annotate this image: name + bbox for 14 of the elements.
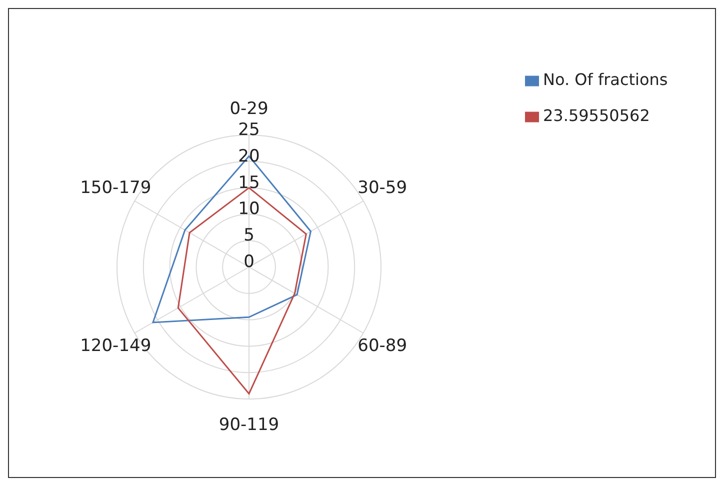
y-tick-label: 5: [244, 226, 254, 246]
y-tick-label: 0: [244, 252, 254, 272]
spoke-label: 0-29: [230, 99, 268, 119]
spoke-label: 150-179: [80, 178, 152, 198]
y-tick-label: 15: [238, 172, 260, 193]
spoke-label: 90-119: [218, 415, 280, 435]
spoke-label: 120-149: [80, 336, 152, 356]
legend-label: 23.59550562: [543, 105, 651, 127]
legend-label: No. Of fractions: [543, 69, 669, 91]
spoke-label: 30-59: [358, 178, 408, 198]
y-tick-label: 25: [238, 120, 260, 140]
y-tick-label: 20: [238, 146, 260, 166]
spoke-label: 60-89: [358, 336, 408, 356]
y-tick-label: 10: [238, 199, 260, 220]
